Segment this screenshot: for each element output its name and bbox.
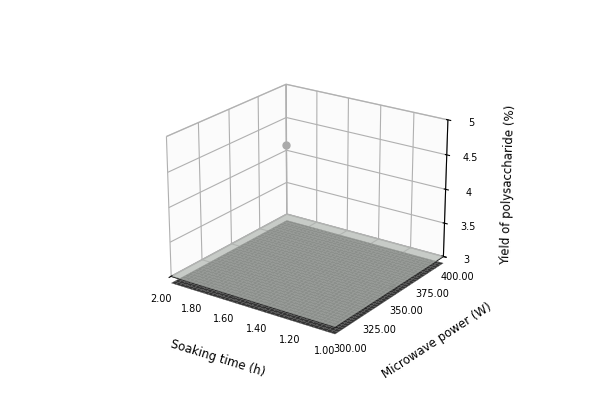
Y-axis label: Microwave power (W): Microwave power (W) — [380, 300, 494, 381]
X-axis label: Soaking time (h): Soaking time (h) — [169, 338, 267, 379]
